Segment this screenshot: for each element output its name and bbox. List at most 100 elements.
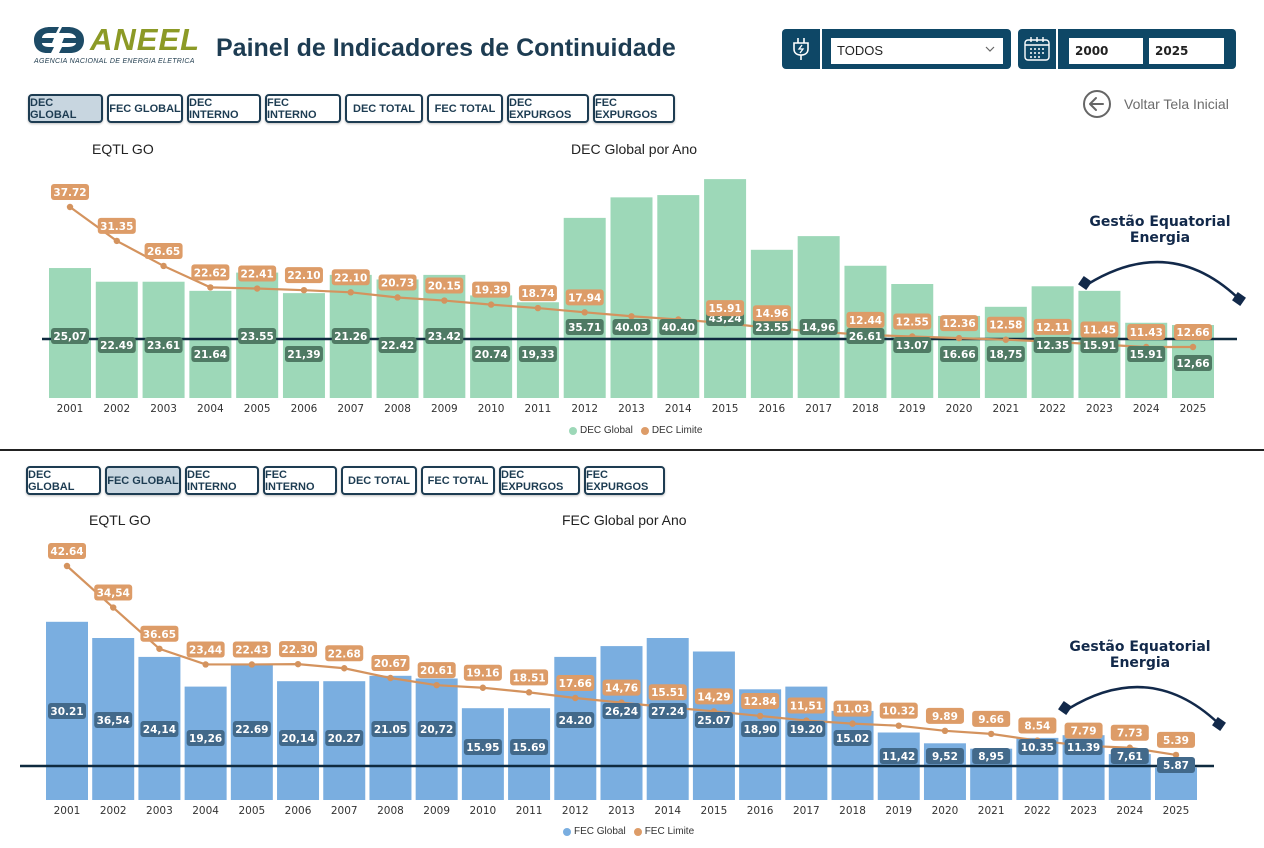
bar-2006 xyxy=(282,293,325,398)
bar-label-2022-bg xyxy=(1033,337,1072,353)
bar-label-2022: 10.35 xyxy=(1018,739,1057,755)
x-tick-2016: 2016 xyxy=(747,805,774,817)
tab-dec-interno[interactable]: DEC INTERNO xyxy=(185,466,259,495)
x-tick-2010: 2010 xyxy=(470,805,497,817)
limite-label-2007-bg xyxy=(331,269,370,286)
bar-label-2018: 26.61 xyxy=(846,328,885,344)
limite-label-2010: 19.39 xyxy=(472,281,511,298)
bar-label-2020-bg xyxy=(925,748,964,764)
top-chart-title: DEC Global por Ano xyxy=(571,141,698,157)
tab-dec-interno[interactable]: DEC INTERNO xyxy=(187,94,261,123)
tab-fec-global[interactable]: FEC GLOBAL xyxy=(105,466,181,495)
limite-label-2015-text: 15.91 xyxy=(708,303,741,315)
legend-item-fec-global[interactable]: FEC Global xyxy=(563,826,626,837)
limite-label-2003-text: 26.65 xyxy=(147,246,180,258)
bar-2004 xyxy=(189,290,232,398)
tab-fec-total[interactable]: FEC TOTAL xyxy=(421,466,495,495)
bar-label-2004-bg xyxy=(191,346,230,362)
annotation-title: Gestão Equatorial xyxy=(1089,214,1230,230)
legend-item-dec-global[interactable]: DEC Global xyxy=(569,425,633,436)
x-tick-2021: 2021 xyxy=(978,805,1005,817)
tab-fec-total[interactable]: FEC TOTAL xyxy=(427,94,503,123)
bar-label-2017-text: 19.20 xyxy=(790,724,823,736)
limite-label-2018-bg xyxy=(833,700,872,717)
year-start-input[interactable]: 2000 xyxy=(1069,38,1143,64)
limite-label-2016: 14.96 xyxy=(752,305,791,322)
tab-fec-global[interactable]: FEC GLOBAL xyxy=(107,94,183,123)
limite-label-2004: 22.62 xyxy=(191,264,230,281)
tab-fec-expurgos[interactable]: FEC EXPURGOS xyxy=(593,94,675,123)
tab-fec-expurgos[interactable]: FEC EXPURGOS xyxy=(584,466,665,495)
bar-label-2002: 22.49 xyxy=(97,337,136,353)
limite-label-2021-text: 12.58 xyxy=(989,320,1022,332)
limite-label-2022-bg xyxy=(1018,717,1057,734)
bar-2008 xyxy=(369,675,412,800)
limite-label-2020-text: 12.36 xyxy=(942,318,975,330)
bar-label-2021-text: 8,95 xyxy=(978,751,1004,763)
limite-label-2002-text: 31.35 xyxy=(100,221,133,233)
tab-dec-total[interactable]: DEC TOTAL xyxy=(341,466,417,495)
bar-label-2003-bg xyxy=(140,721,179,737)
limite-label-2012-text: 17.94 xyxy=(568,292,601,304)
limite-label-2005: 22.41 xyxy=(238,265,277,282)
bar-label-2022-text: 10.35 xyxy=(1021,742,1054,754)
limite-label-2008-text: 20.73 xyxy=(381,277,414,289)
bar-label-2018-text: 26.61 xyxy=(849,331,882,343)
limite-label-2025: 5.39 xyxy=(1157,731,1195,748)
bar-label-2011-bg xyxy=(518,346,557,362)
limite-label-2016-text: 12.84 xyxy=(744,696,777,708)
tab-dec-global[interactable]: DEC GLOBAL xyxy=(26,466,101,495)
bar-label-2008-text: 22.42 xyxy=(381,340,414,352)
bar-label-2003-text: 24,14 xyxy=(143,724,176,736)
bar-label-2010: 15.95 xyxy=(463,739,502,755)
limite-point-2020 xyxy=(941,727,949,735)
limite-label-2007-bg xyxy=(325,645,364,662)
bar-label-2016-bg xyxy=(752,319,791,335)
bar-label-2007: 20.27 xyxy=(325,730,364,746)
year-end-input[interactable]: 2025 xyxy=(1149,38,1224,64)
tab-dec-total[interactable]: DEC TOTAL xyxy=(345,94,423,123)
bar-label-2009: 20,72 xyxy=(417,721,456,737)
bar-label-2005-text: 23.55 xyxy=(241,331,274,343)
x-tick-2010: 2010 xyxy=(478,403,505,415)
bar-label-2024: 15.91 xyxy=(1127,346,1166,362)
bar-label-2010-bg xyxy=(463,739,502,755)
tab-fec-interno[interactable]: FEC INTERNO xyxy=(265,94,341,123)
bar-2015 xyxy=(704,179,747,398)
bar-label-2015-bg xyxy=(694,712,733,728)
x-tick-2006: 2006 xyxy=(285,805,312,817)
limite-label-2025-bg xyxy=(1157,731,1195,748)
limite-label-2011-bg xyxy=(510,669,549,686)
tab-fec-interno[interactable]: FEC INTERNO xyxy=(263,466,337,495)
legend-label-dec-global: DEC Global xyxy=(580,425,633,436)
legend-item-fec-limite[interactable]: FEC Limite xyxy=(633,826,694,837)
bar-label-2004: 19,26 xyxy=(186,730,225,746)
bar-label-2014: 40.40 xyxy=(659,319,698,335)
bar-label-2023-text: 11.39 xyxy=(1067,742,1100,754)
x-tick-2022: 2022 xyxy=(1024,805,1051,817)
bar-label-2006: 21,39 xyxy=(284,346,323,362)
bar-label-2016: 23.55 xyxy=(752,319,791,335)
tab-dec-expurgos[interactable]: DEC EXPURGOS xyxy=(507,94,589,123)
bar-label-2013-bg xyxy=(602,703,641,719)
limite-label-2015-text: 14,29 xyxy=(697,691,730,703)
limite-point-2011 xyxy=(534,304,542,312)
distributor-select[interactable]: TODOS xyxy=(831,38,1003,64)
bar-label-2006-bg xyxy=(279,730,318,746)
back-to-home-link[interactable]: Voltar Tela Inicial xyxy=(1082,89,1229,119)
legend-item-dec-limite[interactable]: DEC Limite xyxy=(640,425,702,436)
bar-label-2019: 13.07 xyxy=(893,337,932,353)
tab-dec-expurgos[interactable]: DEC EXPURGOS xyxy=(499,466,580,495)
bar-label-2012-bg xyxy=(565,319,604,335)
bar-label-2009-bg xyxy=(417,721,456,737)
bar-label-2020: 16.66 xyxy=(940,346,979,362)
limite-label-2006-text: 22.30 xyxy=(281,644,314,656)
x-tick-2023: 2023 xyxy=(1086,403,1113,415)
bar-label-2008: 22.42 xyxy=(378,337,417,353)
limite-label-2022-bg xyxy=(1033,318,1072,335)
x-tick-2018: 2018 xyxy=(839,805,866,817)
limite-label-2012: 17.94 xyxy=(565,289,604,306)
limite-label-2019: 10.32 xyxy=(879,702,918,719)
tab-dec-global[interactable]: DEC GLOBAL xyxy=(28,94,103,123)
page-title: Painel de Indicadores de Continuidade xyxy=(216,34,676,62)
